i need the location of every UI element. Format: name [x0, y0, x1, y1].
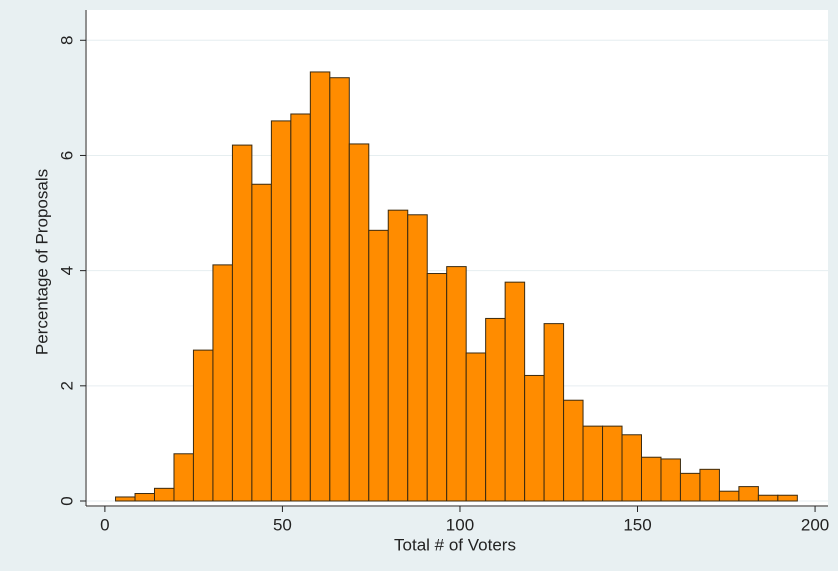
x-tick-label: 100	[446, 515, 474, 534]
bar	[212, 264, 233, 502]
y-axis-label: Percentage of Proposals	[32, 169, 51, 355]
bar	[115, 496, 136, 502]
bar	[446, 266, 467, 502]
y-tick-label: 6	[57, 151, 76, 160]
bar	[465, 352, 487, 502]
bar	[251, 183, 272, 502]
y-tick-label: 2	[57, 381, 76, 390]
bar	[602, 425, 623, 502]
bar	[757, 494, 779, 502]
bar	[679, 472, 701, 502]
x-tick-label: 200	[801, 515, 829, 534]
bar	[563, 399, 584, 502]
bar	[426, 273, 448, 502]
bar	[407, 214, 428, 502]
y-tick-label: 0	[57, 496, 76, 505]
x-tick-label: 50	[273, 515, 292, 534]
bar	[504, 281, 526, 502]
bar	[231, 144, 253, 502]
bar	[173, 453, 194, 502]
x-tick-label: 150	[623, 515, 651, 534]
bar	[309, 71, 331, 502]
bar	[387, 209, 409, 502]
x-axis-label: Total # of Voters	[394, 535, 516, 554]
bar	[524, 374, 545, 502]
bar	[777, 494, 798, 502]
bar	[621, 434, 642, 502]
y-tick-label: 8	[57, 36, 76, 45]
bar	[290, 113, 311, 502]
bar	[270, 120, 292, 502]
bar	[329, 77, 350, 502]
bar	[582, 425, 604, 502]
bar	[640, 456, 662, 502]
bar	[543, 323, 565, 502]
bar	[134, 493, 155, 502]
bar	[699, 468, 720, 502]
y-tick-label: 4	[57, 266, 76, 275]
bar	[192, 349, 214, 502]
bar	[153, 487, 175, 502]
bar	[660, 458, 681, 502]
bar	[348, 143, 370, 502]
bar	[738, 486, 759, 502]
x-tick-label: 0	[100, 515, 109, 534]
bar	[368, 229, 389, 502]
bar	[485, 317, 506, 502]
bar	[718, 490, 740, 502]
